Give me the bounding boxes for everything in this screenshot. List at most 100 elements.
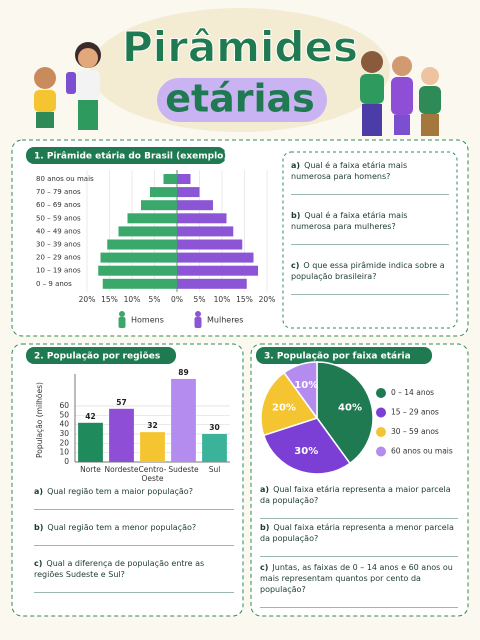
question-letter: a) xyxy=(291,161,301,170)
y-tick-label: 50 xyxy=(59,410,69,419)
bar xyxy=(177,239,243,250)
bar xyxy=(202,434,227,462)
legend-label: 60 anos ou mais xyxy=(391,447,453,456)
value-label: 30 xyxy=(209,423,219,432)
y-axis-label: População (milhões) xyxy=(35,382,44,458)
y-tick-label: 70 – 79 anos xyxy=(36,188,81,196)
value-label: 89 xyxy=(178,368,188,377)
question: a) Qual é a faixa etária mais numerosa pa… xyxy=(291,160,449,195)
y-tick-label: 80 anos ou mais xyxy=(36,175,94,183)
title-line1: Pirâmides xyxy=(122,23,358,72)
legend-icon xyxy=(118,317,126,328)
legend-label: 0 – 14 anos xyxy=(391,388,434,397)
x-tick-label: Sudeste xyxy=(168,465,199,474)
bar xyxy=(150,187,177,198)
answer-line xyxy=(291,284,449,295)
legend-label: Homens xyxy=(131,316,164,325)
slice-label: 10% xyxy=(294,380,318,391)
legend-swatch xyxy=(376,407,386,418)
answer-line xyxy=(34,582,234,593)
pie-slice xyxy=(260,371,319,437)
question-text: O que essa pirâmide indica sobre a popul… xyxy=(291,261,445,281)
bar xyxy=(177,252,254,263)
question-letter: b) xyxy=(291,211,301,220)
question-text: Qual faixa etária representa a maior par… xyxy=(260,485,451,505)
x-tick-label: 20% xyxy=(259,295,276,304)
pie-slice xyxy=(316,361,374,465)
legend-swatch xyxy=(376,388,386,398)
question-letter: b) xyxy=(34,523,44,532)
slice-label: 30% xyxy=(294,446,318,457)
y-tick-label: 20 – 29 anos xyxy=(36,254,81,262)
legend-icon xyxy=(194,317,202,328)
y-tick-label: 0 xyxy=(64,457,69,466)
bar xyxy=(102,278,177,289)
bar xyxy=(107,239,177,250)
answer-line xyxy=(291,234,449,245)
y-tick-label: 50 – 59 anos xyxy=(36,214,81,222)
question: b) Qual região tem a menor população? xyxy=(34,522,234,546)
pie-slice xyxy=(262,417,351,475)
question-text: Qual a diferença de população entre as r… xyxy=(34,559,205,579)
x-tick-label: 10% xyxy=(214,295,231,304)
answer-line xyxy=(34,535,234,546)
section-title: 2. População por regiões xyxy=(34,352,160,362)
question: a) Qual faixa etária representa a maior p… xyxy=(260,484,458,519)
question-letter: c) xyxy=(260,563,269,572)
x-tick-label: Sul xyxy=(209,465,221,474)
bar xyxy=(118,226,177,237)
y-tick-label: 10 xyxy=(59,448,69,457)
x-tick-label: Centro-Oeste xyxy=(139,465,167,483)
x-tick-label: 0% xyxy=(171,295,183,304)
title-pill xyxy=(157,78,327,122)
bar xyxy=(177,265,258,276)
answer-line xyxy=(34,499,234,510)
answer-line xyxy=(260,597,458,608)
question-text: Qual região tem a menor população? xyxy=(47,523,197,532)
section-pill xyxy=(26,347,176,364)
bar xyxy=(127,213,177,224)
legend-swatch xyxy=(376,446,386,457)
question: c) O que essa pirâmide indica sobre a pop… xyxy=(291,260,449,295)
bar xyxy=(140,432,165,462)
question: b) Qual é a faixa etária mais numerosa pa… xyxy=(291,210,449,245)
x-tick-label: 20% xyxy=(79,295,96,304)
section-pill xyxy=(26,147,226,164)
question-text: Qual é a faixa etária mais numerosa para… xyxy=(291,211,408,231)
legend-icon xyxy=(195,311,201,317)
answer-line xyxy=(291,184,449,195)
x-tick-label: 15% xyxy=(236,295,253,304)
y-tick-label: 40 – 49 anos xyxy=(36,227,81,235)
question: a) Qual região tem a maior população? xyxy=(34,486,234,510)
legend-label: Mulheres xyxy=(207,316,243,325)
bar xyxy=(78,422,103,462)
question: c) Qual a diferença de população entre as… xyxy=(34,558,234,593)
kids-illustration xyxy=(34,42,101,130)
value-label: 42 xyxy=(85,412,95,421)
section-pill xyxy=(256,347,432,364)
bar xyxy=(177,187,200,198)
bar xyxy=(177,226,234,237)
x-tick-label: Nordeste xyxy=(105,465,139,474)
legend-swatch xyxy=(376,427,386,437)
y-tick-label: 10 – 19 anos xyxy=(36,267,81,275)
question-letter: b) xyxy=(260,523,270,532)
question: c) Juntas, as faixas de 0 – 14 anos e 60 … xyxy=(260,562,458,608)
question-text: Qual é a faixa etária mais numerosa para… xyxy=(291,161,408,181)
question-letter: c) xyxy=(291,261,300,270)
bar xyxy=(141,200,177,211)
question: b) Qual faixa etária representa a menor p… xyxy=(260,522,458,557)
question-text: Qual região tem a maior população? xyxy=(47,487,193,496)
bar xyxy=(109,408,134,462)
question-text: Qual faixa etária representa a menor par… xyxy=(260,523,454,543)
y-tick-label: 0 – 9 anos xyxy=(36,280,72,288)
question-letter: c) xyxy=(34,559,43,568)
question-text: Juntas, as faixas de 0 – 14 anos e 60 an… xyxy=(260,563,453,594)
value-label: 57 xyxy=(116,398,126,407)
x-tick-label: 5% xyxy=(194,295,206,304)
question-letter: a) xyxy=(34,487,44,496)
legend-label: 15 – 29 anos xyxy=(391,408,439,417)
y-tick-label: 20 xyxy=(59,438,69,447)
